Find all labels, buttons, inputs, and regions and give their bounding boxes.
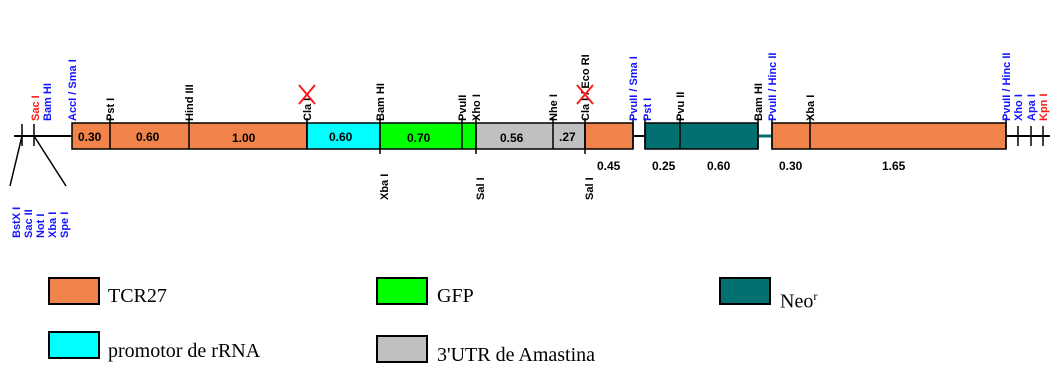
- legend-swatch-tcr27: [48, 277, 100, 305]
- neo-text: Neo: [780, 290, 814, 313]
- legend-label-gfp: GFP: [437, 285, 474, 307]
- polylinker-bstx: BstX I: [11, 207, 23, 238]
- polylinker-sac-ii: Sac II: [23, 209, 35, 238]
- site-xho-i: Xho I: [471, 94, 483, 121]
- size-label: .27: [559, 130, 576, 144]
- site-bam-hi-2: Bam HI: [753, 83, 765, 121]
- site-pst-i: Pst I: [105, 98, 117, 121]
- site-pvu-ii: Pvu II: [675, 92, 687, 121]
- polylinker-not: Not I: [35, 214, 47, 238]
- site-apa-i: Apa I: [1026, 94, 1038, 121]
- site-sal-i-1: Sal I: [475, 177, 487, 200]
- segment-tcr27-2: [584, 122, 634, 150]
- site-bam-hi-left: Bam HI: [42, 83, 54, 121]
- site-cla-eco: Cla I / Eco RI: [580, 54, 592, 121]
- size-label: 0.60: [136, 130, 160, 144]
- segment-tcr27-3: [771, 122, 1007, 150]
- legend-swatch-gfp: [376, 277, 428, 305]
- site-nhe-i: Nhe I: [548, 94, 560, 121]
- legend-swatch-utr: [376, 335, 428, 363]
- size-label: 0.45: [597, 159, 621, 173]
- size-label: 1.00: [232, 131, 256, 145]
- size-label: 0.56: [500, 131, 524, 145]
- size-label: 0.25: [652, 159, 676, 173]
- site-bam-hi: Bam HI: [375, 83, 387, 121]
- legend-swatch-neo: [719, 277, 771, 305]
- site-acc-sma: AccI / Sma I: [67, 59, 79, 121]
- site-sal-i-2: Sal I: [584, 177, 596, 200]
- polylinker-spe: Spe I: [59, 212, 71, 238]
- legend-label-promotor: promotor de rRNA: [108, 340, 261, 362]
- site-cla-i: Cla I: [302, 98, 314, 121]
- site-sac-i: Sac I: [30, 95, 42, 121]
- site-xba-i-bottom: Xba I: [379, 174, 391, 200]
- site-xho-i-2: Xho I: [1013, 94, 1025, 121]
- legend-label-tcr27: TCR27: [108, 285, 167, 307]
- polylinker-bracket: [9, 124, 67, 187]
- legend-label-utr: 3'UTR de Amastina: [437, 344, 596, 366]
- site-hind-iii: Hind III: [184, 84, 196, 121]
- site-xba-i-2: Xba I: [805, 95, 817, 121]
- neo-superscript: r: [813, 289, 818, 303]
- size-label: 0.30: [779, 159, 803, 173]
- site-pvull-1: PvuII: [457, 95, 469, 121]
- size-label: 0.60: [329, 130, 353, 144]
- site-pvull-sma: PvuII / Sma I: [628, 56, 640, 121]
- size-label: 0.70: [407, 131, 431, 145]
- size-label: 0.60: [707, 159, 731, 173]
- size-label: 0.30: [78, 130, 102, 144]
- site-pst-i-2: Pst I: [642, 98, 654, 121]
- polylinker-xba: Xba I: [47, 212, 59, 238]
- site-kpn-i: Kpn I: [1038, 94, 1050, 122]
- site-pvull-hinc-2: PvuII / Hinc II: [1001, 53, 1013, 121]
- size-label: 1.65: [882, 159, 906, 173]
- legend-label-neo: Neor: [780, 284, 817, 314]
- site-pvull-hinc: PvuII / Hinc II: [767, 53, 779, 121]
- deleted-site-mark: [298, 84, 594, 105]
- legend-swatch-promotor: [48, 331, 100, 359]
- segment-gfp: [379, 122, 477, 150]
